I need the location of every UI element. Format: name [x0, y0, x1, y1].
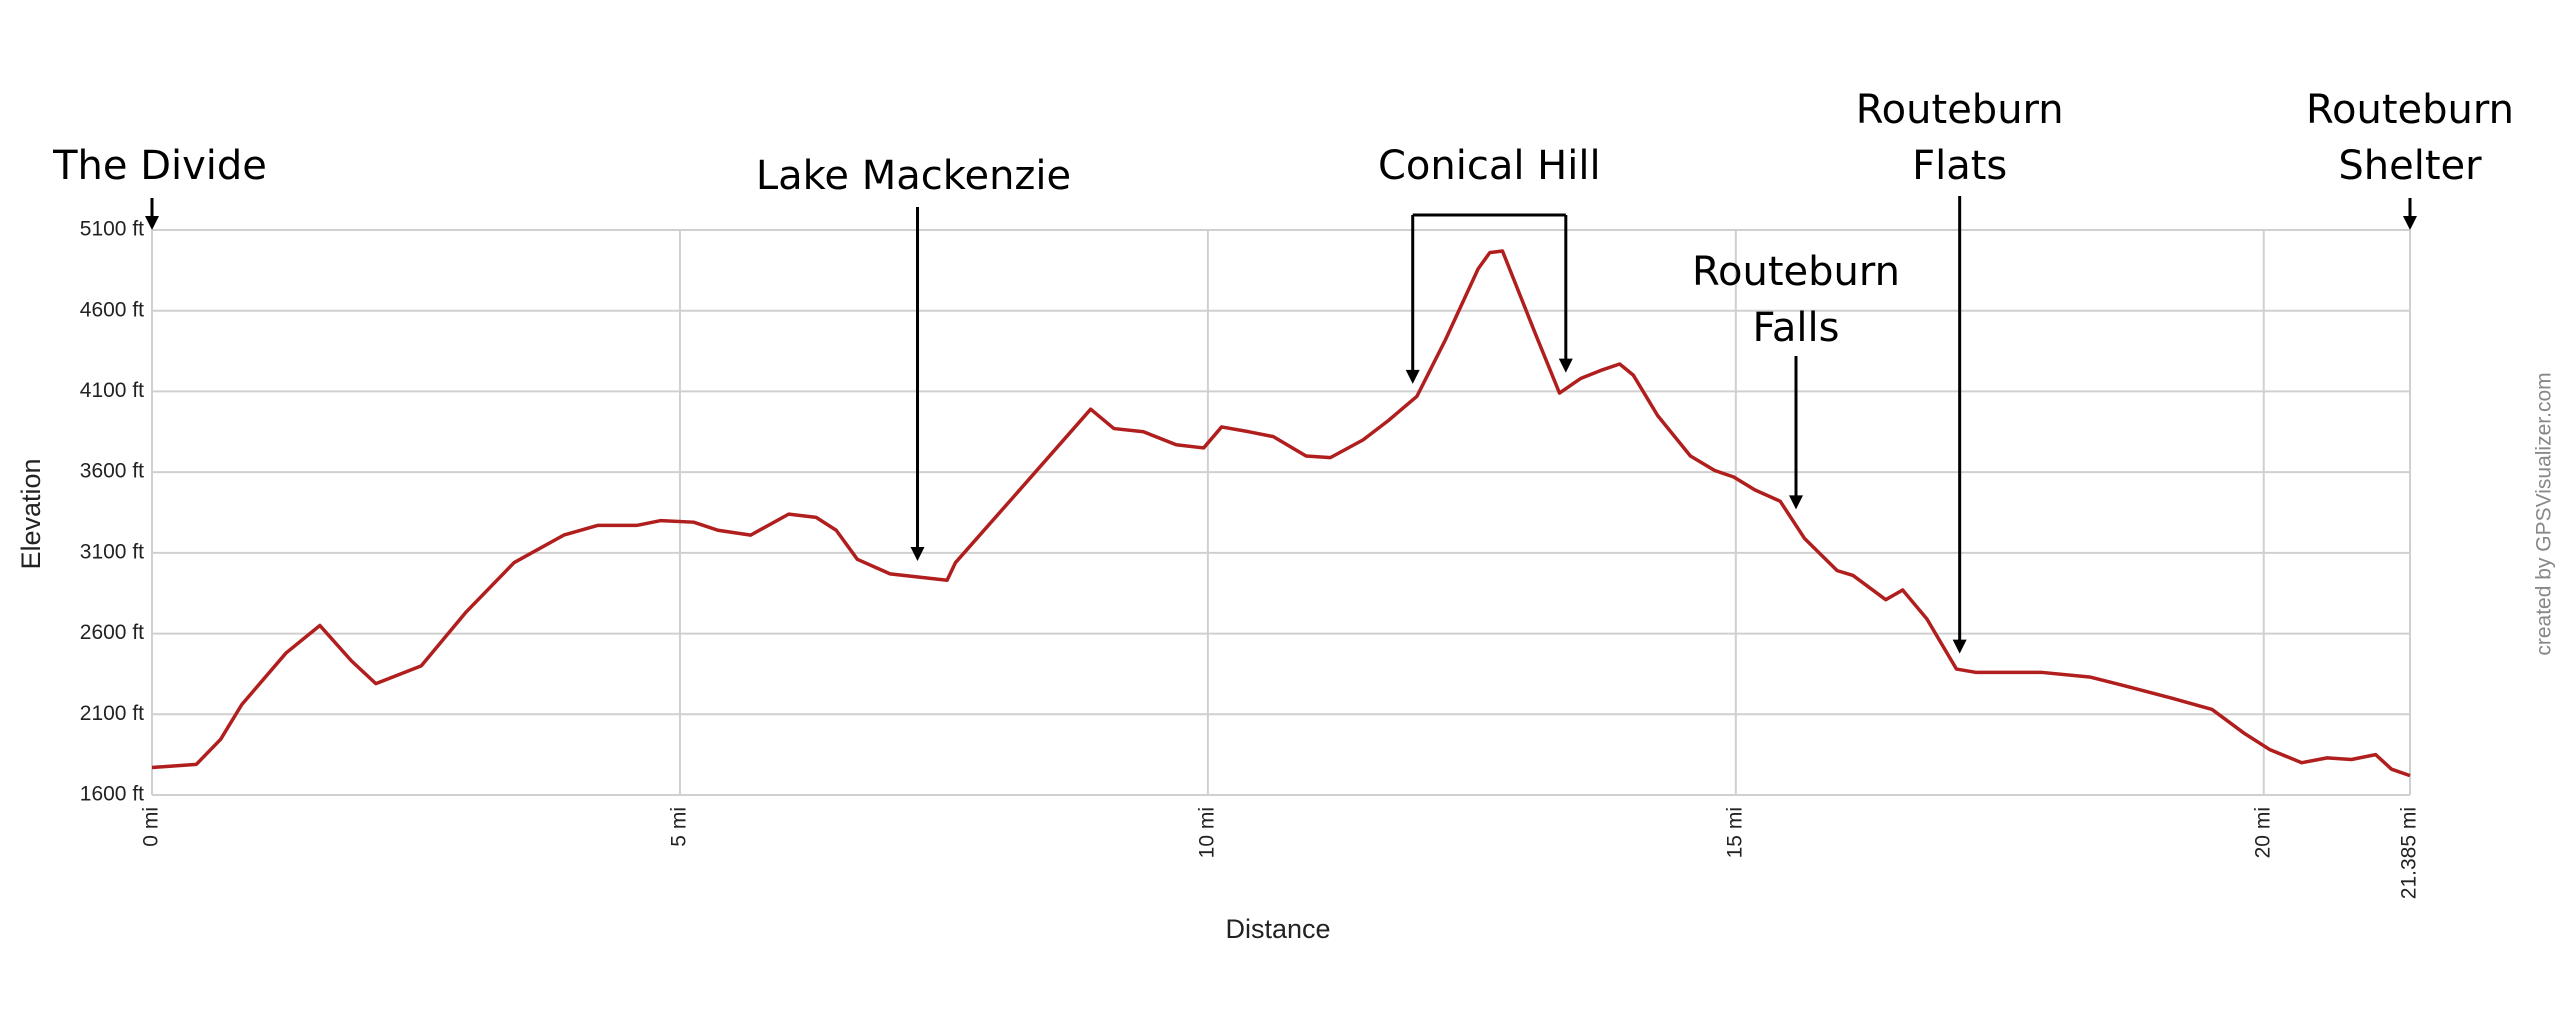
y-tick-label: 1600 ft [80, 783, 144, 806]
annotation-label: Routeburn [2306, 87, 2514, 133]
annotation-label: Routeburn [1692, 249, 1900, 295]
x-tick-label: 21.385 mi [2398, 807, 2421, 899]
annotation-label: The Divide [52, 143, 267, 189]
y-tick-label: 2100 ft [80, 702, 144, 725]
arrow-head [1558, 358, 1573, 373]
annotation-label: Lake Mackenzie [756, 153, 1071, 199]
y-tick-label: 2600 ft [80, 621, 144, 644]
arrow-head [145, 216, 159, 230]
y-tick-label: 4100 ft [80, 379, 144, 402]
y-tick-label: 3100 ft [80, 540, 144, 563]
arrow-head [1405, 369, 1420, 384]
x-tick-label: 10 mi [1195, 807, 1218, 858]
annotation-label: Conical Hill [1378, 143, 1601, 189]
credit: created by GPSVisualizer.com [2533, 372, 2556, 655]
arrow-head [2403, 216, 2417, 230]
annotation-label: Shelter [2338, 143, 2482, 189]
y-tick-label: 3600 ft [80, 460, 144, 483]
y-tick-label: 4600 ft [80, 298, 144, 321]
annotation-label: Flats [1912, 143, 2007, 189]
y-axis-title: Elevation [16, 458, 46, 569]
x-tick-label: 0 mi [140, 807, 163, 847]
x-axis-title: Distance [1225, 914, 1330, 944]
x-tick-label: 15 mi [1723, 807, 1746, 858]
annotation-label: Routeburn [1856, 87, 2064, 133]
x-tick-label: 20 mi [2251, 807, 2274, 858]
elevation-line [151, 249, 2411, 778]
annotation-label: Falls [1753, 305, 1840, 351]
y-tick-label: 5100 ft [80, 218, 144, 241]
x-tick-label: 5 mi [667, 807, 690, 847]
arrow-head [1952, 639, 1967, 654]
arrow-head [910, 546, 925, 561]
arrow-head [1789, 495, 1804, 510]
